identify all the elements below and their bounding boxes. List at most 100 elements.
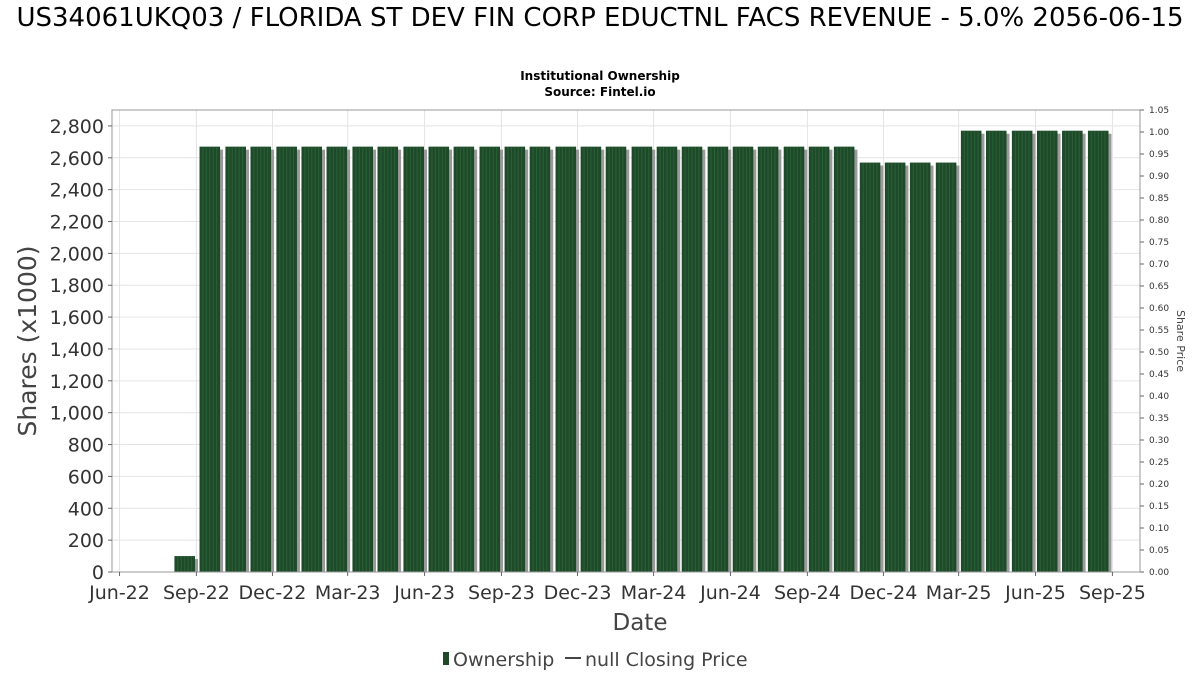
bar xyxy=(656,146,681,573)
bar xyxy=(199,146,224,573)
plot-area-border xyxy=(111,109,1141,573)
x-axis-title: Date xyxy=(613,610,668,636)
left-tick-label: 2,400 xyxy=(50,180,104,202)
right-tick-label: 0.40 xyxy=(1149,392,1169,402)
right-tick-label: 0.60 xyxy=(1149,304,1169,314)
left-tick-label: 800 xyxy=(68,435,104,457)
x-tick-label: Dec-23 xyxy=(544,582,612,604)
x-tick-label: Mar-24 xyxy=(621,582,687,604)
y2-axis-title: Share Price xyxy=(1174,310,1187,372)
chart-title: US34061UKQ03 / FLORIDA ST DEV FIN CORP E… xyxy=(16,3,1184,33)
right-tick-label: 0.05 xyxy=(1149,546,1169,556)
left-tick-label: 2,200 xyxy=(50,212,104,234)
x-tick-label: Sep-22 xyxy=(163,582,230,604)
legend-label-ownership: Ownership xyxy=(453,649,554,671)
bar xyxy=(732,146,757,573)
left-tick-label: 2,000 xyxy=(50,243,104,265)
bar xyxy=(250,146,275,573)
bar xyxy=(859,162,884,572)
bar xyxy=(985,130,1010,573)
x-tick-label: Sep-24 xyxy=(774,582,841,604)
bar xyxy=(1036,130,1061,573)
bar xyxy=(1062,130,1086,573)
legend-swatch-ownership xyxy=(443,652,449,665)
bar xyxy=(681,146,706,573)
x-tick-label: Dec-22 xyxy=(239,582,307,604)
right-tick-label: 0.00 xyxy=(1149,568,1169,578)
bar xyxy=(757,146,782,573)
bar xyxy=(352,146,377,573)
subtitle-line-source: Source: Fintel.io xyxy=(544,85,656,99)
right-tick-label: 0.95 xyxy=(1149,150,1169,160)
bar xyxy=(529,146,554,573)
bar xyxy=(428,146,453,573)
x-tick-label: Jun-22 xyxy=(88,582,150,604)
x-tick-label: Sep-23 xyxy=(468,582,535,604)
bars-group xyxy=(174,130,1112,573)
right-tick-label: 0.50 xyxy=(1149,348,1169,358)
x-tick-label: Jun-24 xyxy=(699,582,761,604)
right-tick-label: 0.55 xyxy=(1149,326,1169,336)
x-axis-ticks: Jun-22 Sep-22 Dec-22 Mar-23 Jun-23 Sep-23 Dec-… xyxy=(88,572,1146,604)
right-tick-label: 0.90 xyxy=(1149,172,1169,182)
bar xyxy=(580,146,605,573)
bar xyxy=(301,146,326,573)
right-axis-ticks: 0.00 0.05 0.10 0.15 0.20 0.25 0.30 0.35 0.40 0.45… xyxy=(1140,106,1169,578)
left-tick-label: 0 xyxy=(92,562,104,584)
left-tick-label: 400 xyxy=(68,498,104,520)
bar xyxy=(1011,130,1036,573)
left-tick-label: 1,000 xyxy=(50,403,104,425)
bar xyxy=(1087,130,1112,573)
bar xyxy=(377,146,402,573)
right-tick-label: 1.00 xyxy=(1149,128,1169,138)
bar xyxy=(631,146,656,573)
left-tick-label: 1,400 xyxy=(50,339,104,361)
right-tick-label: 0.10 xyxy=(1149,524,1169,534)
bar xyxy=(909,162,934,572)
bar xyxy=(479,146,504,573)
legend: Ownership null Closing Price xyxy=(443,649,748,671)
left-tick-label: 200 xyxy=(68,530,104,552)
legend-label-closing-price: null Closing Price xyxy=(585,649,748,671)
x-tick-label: Mar-25 xyxy=(926,582,992,604)
bar xyxy=(174,556,198,572)
bar xyxy=(326,146,351,573)
bar xyxy=(960,130,985,573)
left-tick-label: 2,800 xyxy=(50,116,104,138)
right-tick-label: 0.30 xyxy=(1149,436,1169,446)
bar xyxy=(884,162,909,572)
bar xyxy=(605,146,630,573)
bar xyxy=(833,146,858,573)
bar xyxy=(504,146,529,573)
left-tick-label: 600 xyxy=(68,466,104,488)
bar xyxy=(453,146,478,573)
bar xyxy=(707,146,732,573)
right-tick-label: 0.35 xyxy=(1149,414,1169,424)
right-tick-label: 0.45 xyxy=(1149,370,1169,380)
right-tick-label: 0.15 xyxy=(1149,502,1169,512)
bar xyxy=(555,146,580,573)
right-tick-label: 0.80 xyxy=(1149,216,1169,226)
left-tick-label: 1,600 xyxy=(50,307,104,329)
left-tick-label: 1,200 xyxy=(50,371,104,393)
right-tick-label: 0.70 xyxy=(1149,260,1169,270)
right-tick-label: 0.25 xyxy=(1149,458,1169,468)
right-tick-label: 0.20 xyxy=(1149,480,1169,490)
bar xyxy=(225,146,249,573)
x-tick-label: Jun-25 xyxy=(1004,582,1066,604)
right-tick-label: 0.65 xyxy=(1149,282,1169,292)
left-tick-label: 2,600 xyxy=(50,148,104,170)
left-tick-label: 1,800 xyxy=(50,275,104,297)
x-tick-label: Mar-23 xyxy=(315,582,381,604)
bar xyxy=(403,146,427,573)
bar xyxy=(783,146,808,573)
right-tick-label: 0.75 xyxy=(1149,238,1169,248)
right-tick-label: 0.85 xyxy=(1149,194,1169,204)
chart-subtitle: Institutional Ownership Source: Fintel.i… xyxy=(0,68,1200,100)
x-tick-label: Jun-23 xyxy=(393,582,455,604)
left-axis-ticks: 0 200 400 600 800 1,000 1,200 1,400 1,600 1,800 2,… xyxy=(50,116,112,584)
bar xyxy=(935,162,960,572)
x-tick-label: Dec-24 xyxy=(850,582,918,604)
bar xyxy=(276,146,300,573)
